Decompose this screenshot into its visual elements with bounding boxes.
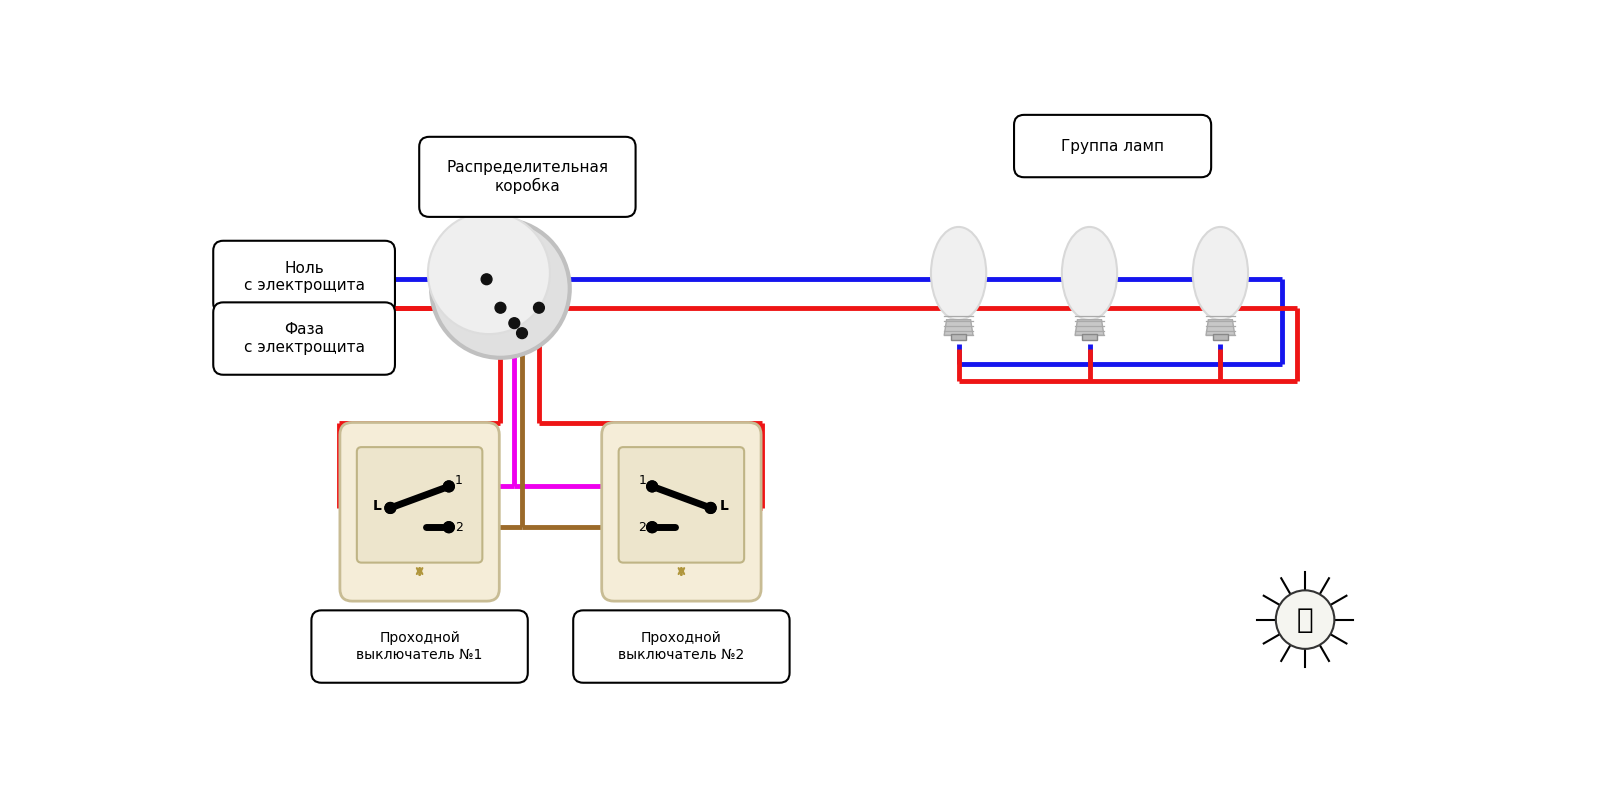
- Circle shape: [646, 522, 658, 533]
- Ellipse shape: [1192, 227, 1248, 320]
- FancyBboxPatch shape: [602, 422, 762, 601]
- Circle shape: [533, 302, 544, 313]
- FancyBboxPatch shape: [312, 610, 528, 682]
- FancyBboxPatch shape: [1014, 115, 1211, 178]
- Text: 1: 1: [454, 474, 462, 486]
- Circle shape: [706, 502, 717, 514]
- Text: L: L: [720, 499, 728, 514]
- Circle shape: [646, 481, 658, 492]
- Circle shape: [646, 481, 658, 492]
- Circle shape: [443, 481, 454, 492]
- Text: Распределительная
коробка: Распределительная коробка: [446, 160, 608, 194]
- Text: 2: 2: [454, 521, 462, 534]
- Ellipse shape: [931, 227, 986, 320]
- Text: L: L: [373, 499, 382, 514]
- Circle shape: [1275, 590, 1334, 649]
- Circle shape: [706, 502, 717, 514]
- Circle shape: [386, 502, 395, 514]
- Circle shape: [443, 522, 454, 533]
- Circle shape: [509, 318, 520, 329]
- Text: Группа ламп: Группа ламп: [1061, 138, 1165, 154]
- Text: 2: 2: [638, 521, 646, 534]
- Circle shape: [646, 522, 658, 533]
- FancyBboxPatch shape: [419, 137, 635, 217]
- Polygon shape: [1206, 320, 1235, 335]
- Text: 🤞: 🤞: [1296, 606, 1314, 634]
- Circle shape: [517, 328, 528, 338]
- FancyBboxPatch shape: [339, 422, 499, 601]
- Text: Проходной
выключатель №2: Проходной выключатель №2: [618, 631, 744, 662]
- FancyBboxPatch shape: [950, 334, 966, 339]
- Circle shape: [443, 481, 454, 492]
- Circle shape: [494, 302, 506, 313]
- FancyBboxPatch shape: [213, 302, 395, 374]
- Polygon shape: [944, 320, 973, 335]
- Circle shape: [443, 522, 454, 533]
- Circle shape: [386, 502, 395, 514]
- Polygon shape: [1075, 320, 1104, 335]
- FancyBboxPatch shape: [619, 447, 744, 562]
- Circle shape: [482, 274, 491, 285]
- FancyBboxPatch shape: [1213, 334, 1229, 339]
- FancyBboxPatch shape: [1082, 334, 1098, 339]
- FancyBboxPatch shape: [573, 610, 789, 682]
- Circle shape: [430, 219, 570, 358]
- Text: Ноль
с электрощита: Ноль с электрощита: [243, 261, 365, 293]
- Text: Фаза
с электрощита: Фаза с электрощита: [243, 322, 365, 354]
- Text: 1: 1: [638, 474, 646, 486]
- Text: Проходной
выключатель №1: Проходной выключатель №1: [357, 631, 483, 662]
- Circle shape: [427, 212, 550, 334]
- FancyBboxPatch shape: [357, 447, 482, 562]
- FancyBboxPatch shape: [213, 241, 395, 313]
- Ellipse shape: [1062, 227, 1117, 320]
